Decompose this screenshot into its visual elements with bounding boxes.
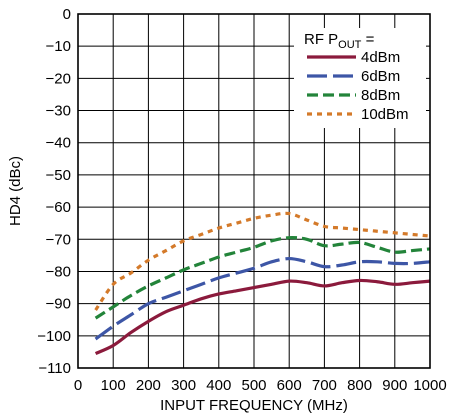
legend-label-6dBm: 6dBm bbox=[361, 68, 400, 85]
x-tick-label: 600 bbox=[277, 377, 302, 394]
y-tick-label: −10 bbox=[46, 38, 71, 55]
x-tick-label: 400 bbox=[206, 377, 231, 394]
x-tick-label: 700 bbox=[312, 377, 337, 394]
x-tick-label: 500 bbox=[241, 377, 266, 394]
series-line-4dBm bbox=[94, 278, 431, 355]
series-lines bbox=[94, 211, 431, 355]
x-axis-title: INPUT FREQUENCY (MHz) bbox=[160, 397, 348, 414]
x-tick-label: 900 bbox=[382, 377, 407, 394]
y-axis-title: HD4 (dBc) bbox=[7, 156, 24, 226]
series-line-8dBm bbox=[94, 236, 431, 320]
x-tick-label: 1000 bbox=[413, 377, 446, 394]
x-tick-labels: 0 100 200 300 400 500 600 700 800 900 1000 bbox=[74, 377, 447, 394]
x-tick-label: 800 bbox=[347, 377, 372, 394]
legend-label-8dBm: 8dBm bbox=[361, 87, 400, 104]
y-tick-label: −80 bbox=[46, 263, 71, 280]
x-tick-label: 0 bbox=[74, 377, 82, 394]
plot-frame bbox=[77, 13, 431, 369]
y-tick-label: −30 bbox=[46, 103, 71, 120]
y-tick-label: −90 bbox=[46, 296, 71, 313]
y-tick-label: −20 bbox=[46, 70, 71, 87]
y-tick-label: −100 bbox=[37, 328, 71, 345]
series-line-6dBm bbox=[94, 256, 431, 341]
legend-background bbox=[294, 28, 426, 128]
legend-title-suffix: = bbox=[361, 31, 374, 48]
x-tick-label: 200 bbox=[136, 377, 161, 394]
legend-label-4dBm: 4dBm bbox=[361, 49, 400, 66]
x-tick-label: 100 bbox=[101, 377, 126, 394]
y-tick-label: −70 bbox=[46, 231, 71, 248]
y-tick-label: 0 bbox=[63, 6, 71, 23]
y-tick-labels: 0 −10 −20 −30 −40 −50 −60 −70 −80 −90 −100 −110 bbox=[37, 6, 71, 377]
legend-label-10dBm: 10dBm bbox=[361, 106, 409, 123]
series-line-10dBm bbox=[94, 211, 431, 311]
y-tick-label: −50 bbox=[46, 167, 71, 184]
x-tick-label: 300 bbox=[171, 377, 196, 394]
y-tick-label: −110 bbox=[38, 360, 71, 377]
y-tick-label: −40 bbox=[46, 135, 71, 152]
legend-title-subscript: OUT bbox=[338, 39, 362, 51]
y-tick-label: −60 bbox=[46, 199, 71, 216]
